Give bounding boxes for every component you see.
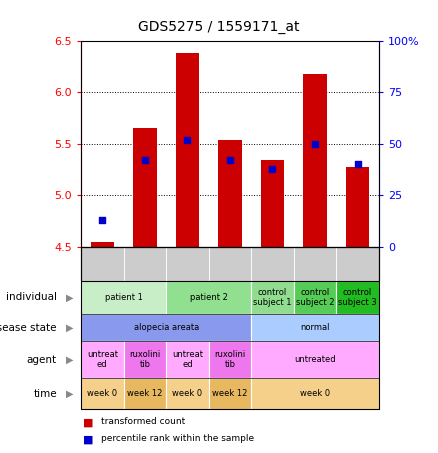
Bar: [304, 74, 327, 247]
Text: untreated: untreated: [294, 355, 336, 364]
Point: [226, 157, 233, 164]
Text: ■: ■: [83, 417, 94, 427]
Point: [184, 136, 191, 143]
Text: patient 2: patient 2: [190, 293, 228, 302]
Point: [141, 157, 148, 164]
Text: disease state: disease state: [0, 323, 57, 333]
Point: [311, 140, 318, 147]
Text: week 0: week 0: [300, 389, 330, 398]
Text: patient 1: patient 1: [105, 293, 142, 302]
Bar: [176, 53, 199, 247]
Text: ruxolini
tib: ruxolini tib: [214, 350, 246, 369]
Text: ▶: ▶: [66, 355, 74, 365]
Text: transformed count: transformed count: [101, 417, 185, 426]
Point: [99, 217, 106, 224]
Bar: [346, 167, 369, 247]
Text: control
subject 1: control subject 1: [253, 288, 292, 307]
Text: alopecia areata: alopecia areata: [134, 323, 199, 332]
Bar: [261, 160, 284, 247]
Text: agent: agent: [27, 355, 57, 365]
Text: week 12: week 12: [212, 389, 247, 398]
Bar: [133, 128, 156, 247]
Text: percentile rank within the sample: percentile rank within the sample: [101, 434, 254, 443]
Text: week 0: week 0: [87, 389, 117, 398]
Text: individual: individual: [6, 292, 57, 303]
Bar: [218, 140, 242, 247]
Text: GDS5275 / 1559171_at: GDS5275 / 1559171_at: [138, 20, 300, 34]
Point: [269, 165, 276, 172]
Text: week 0: week 0: [172, 389, 202, 398]
Text: control
subject 2: control subject 2: [296, 288, 334, 307]
Text: control
subject 3: control subject 3: [338, 288, 377, 307]
Text: ▶: ▶: [66, 292, 74, 303]
Text: time: time: [33, 389, 57, 399]
Text: ▶: ▶: [66, 389, 74, 399]
Text: normal: normal: [300, 323, 330, 332]
Text: ruxolini
tib: ruxolini tib: [129, 350, 160, 369]
Point: [354, 161, 361, 168]
Text: ■: ■: [83, 434, 94, 444]
Text: ▶: ▶: [66, 323, 74, 333]
Text: week 12: week 12: [127, 389, 162, 398]
Text: untreat
ed: untreat ed: [87, 350, 118, 369]
Bar: [91, 242, 114, 247]
Text: untreat
ed: untreat ed: [172, 350, 203, 369]
